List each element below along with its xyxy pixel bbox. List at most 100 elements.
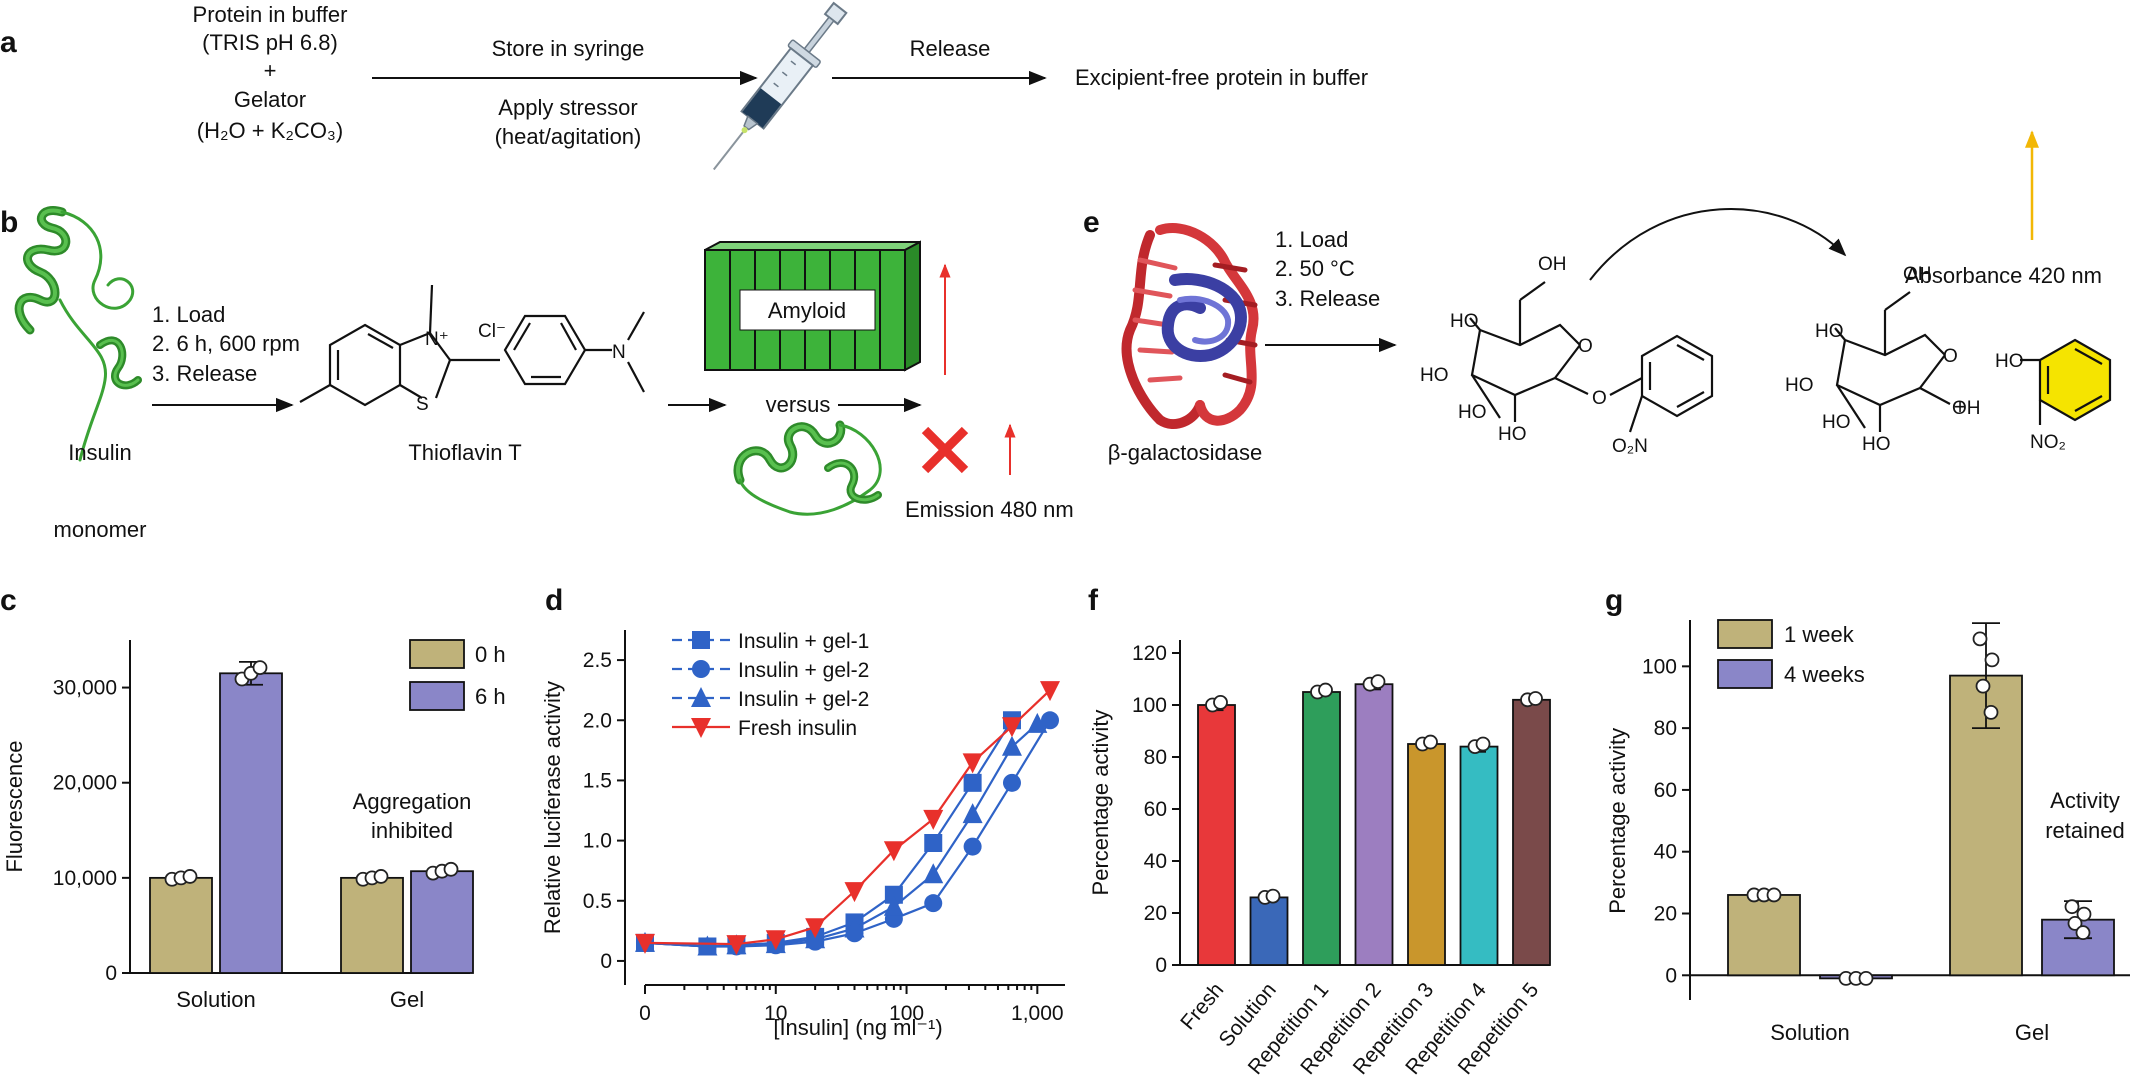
insulin-monomer-icon-2 [733,420,882,516]
annotation-line1: Activity [2050,788,2120,813]
data-point [884,885,903,904]
panel-a: a Protein in buffer (TRIS pH 6.8) + Gela… [0,1,1368,171]
y-tick-label: 60 [1654,779,1677,802]
bar [1407,743,1446,966]
insulin-label-line2: monomer [54,517,147,542]
chart-d: d 0 0.5 1.0 1.5 2.0 2.5 Relative luciferase ac… [540,584,1065,1040]
replicate-point [182,869,198,884]
galactose-ring-o: O [1943,346,1958,367]
bar [2041,918,2115,977]
bar [1197,704,1236,966]
galactose-ho-bottom-left: HO [1822,412,1851,433]
onpg-ho-left: HO [1420,365,1449,386]
y-axis-label: Percentage activity [1605,728,1630,914]
y-axis-label: Relative luciferase activity [540,681,565,934]
data-point [1040,681,1060,702]
thioflavin-n-atom: N [612,342,626,363]
curved-reaction-arrow [1589,208,1847,281]
bar [1249,896,1289,966]
data-point [883,895,904,916]
legend-label: Insulin + gel-2 [738,659,869,682]
step-load-e: 1. Load [1275,227,1348,252]
cross-icon [921,426,969,474]
galactose-ho-bottom: HO [1862,434,1891,455]
data-point [924,834,943,852]
legend-marker [692,660,710,678]
annotation-line2: inhibited [371,818,453,843]
data-point [1041,711,1059,730]
data-point [1027,712,1048,733]
bar [1302,691,1341,966]
legend-marker [691,718,711,738]
data-point [1002,773,1021,792]
gelator-label-line1: Gelator [234,87,306,112]
x-category-label: Gel [390,987,424,1012]
nitrophenol-nitro: NO₂ [2030,432,2066,453]
bar [340,876,404,974]
onpg-ring-o: O [1578,336,1593,357]
x-tick-label: 0 [639,1002,651,1025]
y-tick-label: 2.5 [583,649,612,672]
panel-b: b Insulin monomer 1. Load 2. 6 h, 600 rp… [0,206,1074,542]
replicate-point [2076,906,2092,922]
y-tick-label: 20 [1144,902,1167,925]
step-release-e: 3. Release [1275,286,1380,311]
replicate-point [1528,691,1543,706]
y-tick-label: 1.0 [583,830,612,853]
replicate-point [1475,736,1491,752]
onpg-ho-bottom-left: HO [1458,402,1487,423]
y-tick-label: 10,000 [53,867,117,890]
store-label: Store in syringe [492,36,645,61]
data-point [844,882,865,903]
series-line [644,719,1051,948]
thioflavin-label: Thioflavin T [408,440,521,465]
data-point [726,935,747,956]
release-label: Release [910,36,991,61]
chart-f: f 0 20 40 60 80 100 120 Percentage activity Fres… [1088,584,1551,1079]
y-tick-label: 0 [105,962,117,985]
y-tick-label: 0.5 [583,890,612,913]
bar [1512,698,1551,966]
protein-label-line1: Protein in buffer [193,2,348,27]
emission-label: Emission 480 nm [905,497,1074,522]
replicate-point [1983,704,1999,720]
galactose-oh-right: OH [1952,398,1981,419]
panel-label-f: f [1088,584,1099,617]
insulin-monomer-icon [14,206,142,462]
data-point [1001,735,1022,756]
replicate-point [1423,734,1438,750]
x-category-label: Fresh [1176,978,1228,1034]
y-tick-label: 40 [1144,850,1167,873]
data-point [923,863,944,884]
syringe-icon [713,1,848,171]
y-tick-label: 0 [600,950,612,973]
data-point [962,803,983,824]
legend-swatch [409,639,465,669]
bar [410,870,474,974]
data-point [883,841,904,862]
panel-label-e: e [1083,206,1100,239]
legend-swatch [409,681,465,711]
y-tick-label: 20,000 [53,772,117,795]
data-point [963,773,982,792]
beta-galactosidase-icon [1121,223,1259,429]
legend-label: 1 week [1784,622,1855,647]
thioflavin-t-structure [299,284,645,407]
replicate-point [1213,695,1228,710]
data-point [963,837,982,856]
replicate-point [1858,970,1874,986]
series-line [644,719,1013,948]
data-point [844,917,865,938]
y-tick-label: 60 [1144,798,1167,821]
annotation-line2: retained [2045,818,2125,843]
step-load-b: 1. Load [152,302,225,327]
onpg-oh: OH [1538,254,1567,275]
data-point [635,933,655,954]
insulin-label-line1: Insulin [68,440,132,465]
x-tick-label: 10 [764,1002,787,1025]
legend-marker [692,631,710,649]
onpg-ho-bottom: HO [1498,424,1527,445]
data-point [805,918,826,939]
absorbance-label: Absorbance 420 nm [1905,263,2102,288]
